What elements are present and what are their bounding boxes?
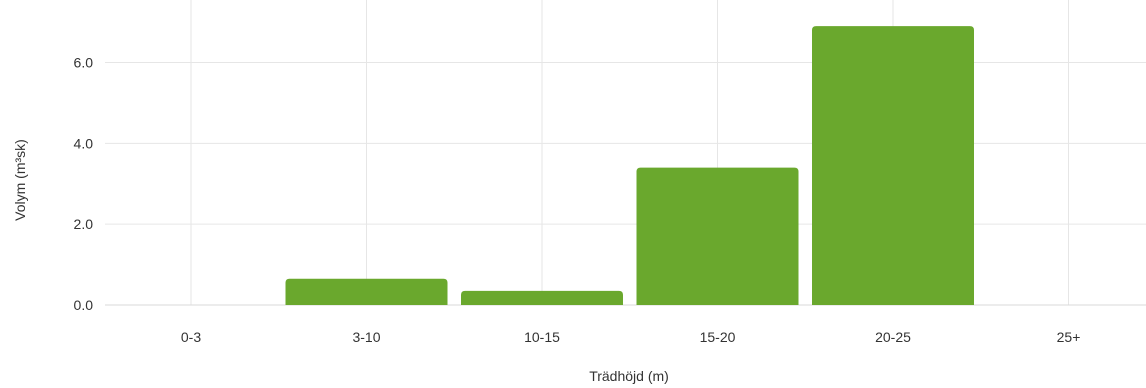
horizontal-grid [105, 62, 1146, 306]
x-tick-labels: 0-3 3-10 10-15 15-20 20-25 25+ [181, 329, 1080, 345]
bar-10-15 [461, 290, 623, 305]
x-axis-title: Trädhöjd (m) [589, 368, 669, 384]
x-tick-label: 3-10 [352, 329, 380, 345]
x-tick-label: 15-20 [700, 329, 736, 345]
y-tick-labels: 0.0 2.0 4.0 6.0 [74, 55, 94, 314]
y-tick-label: 0.0 [74, 297, 94, 313]
y-tick-label: 4.0 [74, 135, 94, 151]
x-tick-label: 10-15 [524, 329, 560, 345]
bar-20-25 [812, 26, 974, 305]
y-tick-label: 6.0 [74, 55, 94, 71]
bar-15-20 [636, 167, 799, 305]
x-tick-label: 25+ [1057, 329, 1081, 345]
bars [285, 26, 974, 305]
x-tick-label: 20-25 [875, 329, 911, 345]
bar-3-10 [285, 278, 448, 305]
y-tick-label: 2.0 [74, 216, 94, 232]
y-axis-title: Volym (m³sk) [12, 139, 28, 221]
x-tick-label: 0-3 [181, 329, 201, 345]
